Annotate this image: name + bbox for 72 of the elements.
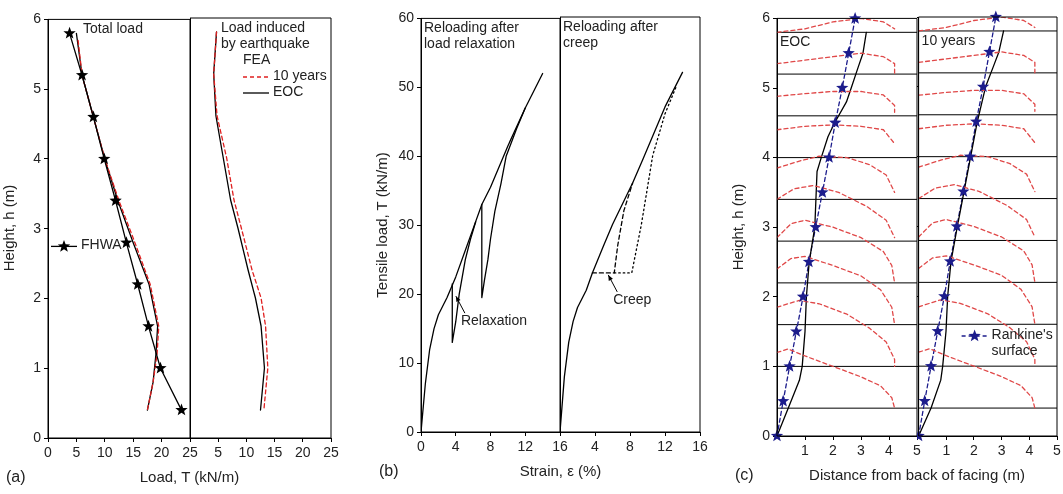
- y-tick-label: 10: [398, 353, 415, 370]
- x-tick-label: 0: [44, 444, 53, 461]
- legend-label: 10 years: [273, 66, 327, 83]
- y-axis-title: Tensile load, T (kN/m): [373, 150, 391, 300]
- y-tick-label: 50: [398, 78, 415, 95]
- y-tick-label: 40: [398, 147, 415, 164]
- x-tick-label: 4: [885, 442, 894, 459]
- x-tick-label: 5: [214, 444, 223, 461]
- annotation: Reloading after creep: [563, 17, 659, 50]
- x-tick-label: 5: [1053, 442, 1062, 459]
- y-tick-label: 2: [762, 287, 771, 304]
- y-tick-label: 1: [33, 359, 42, 376]
- x-tick-label: 1: [801, 442, 810, 459]
- annotation: Total load: [83, 20, 143, 37]
- annotation: Relaxation: [460, 311, 528, 328]
- y-tick-label: 60: [398, 9, 415, 26]
- x-tick-label: 20: [153, 444, 170, 461]
- y-axis-title: Height, h (m): [0, 183, 18, 274]
- x-axis-title: Strain, ε (%): [518, 462, 603, 480]
- x-tick-label: 16: [552, 438, 568, 455]
- x-tick-label: 3: [857, 442, 866, 459]
- x-tick-label: 12: [657, 438, 673, 455]
- y-tick-label: 6: [33, 10, 42, 27]
- y-tick-label: 0: [406, 422, 415, 439]
- annotation: Creep: [613, 290, 652, 307]
- x-tick-label: 15: [266, 444, 283, 461]
- legend-title: FEA: [243, 50, 271, 67]
- annotation: 10 years: [921, 31, 976, 48]
- legend-label: EOC: [273, 82, 304, 99]
- text: (a): [6, 468, 26, 486]
- y-tick-label: 4: [762, 148, 771, 165]
- x-tick-label: 3: [997, 442, 1006, 459]
- y-tick-label: 6: [762, 9, 771, 26]
- x-tick-label: 10: [97, 444, 113, 461]
- legend-label: FHWA: [81, 236, 123, 253]
- y-tick-label: 20: [398, 284, 415, 301]
- x-axis-title: Distance from back of facing (m): [808, 466, 1026, 484]
- x-tick-label: 25: [323, 444, 339, 461]
- text: (c): [735, 466, 754, 484]
- x-tick-label: 12: [517, 438, 534, 455]
- x-tick-label: 8: [626, 438, 635, 455]
- y-tick-label: 2: [33, 289, 42, 306]
- x-tick-label: 4: [451, 438, 460, 455]
- y-tick-label: 30: [398, 216, 415, 233]
- x-tick-label: 10: [238, 444, 255, 461]
- x-tick-label: 4: [591, 438, 600, 455]
- x-tick-label: 2: [970, 442, 979, 459]
- x-tick-label: 5: [913, 442, 922, 459]
- x-tick-label: 4: [1025, 442, 1034, 459]
- annotation: Load induced by earthquake: [221, 18, 310, 51]
- y-tick-label: 3: [762, 218, 771, 235]
- x-axis-title: Load, T (kN/m): [138, 468, 241, 486]
- y-tick-label: 3: [33, 219, 42, 236]
- x-tick-label: 0: [417, 438, 426, 455]
- x-tick-label: 15: [125, 444, 142, 461]
- y-tick-label: 5: [762, 78, 771, 95]
- x-tick-label: 20: [295, 444, 311, 461]
- y-tick-label: 0: [762, 426, 771, 443]
- x-tick-label: 16: [692, 438, 708, 455]
- x-tick-label: 25: [182, 444, 198, 461]
- text: (b): [379, 462, 399, 480]
- x-tick-label: 8: [486, 438, 495, 455]
- y-axis-title: Height, h (m): [729, 182, 747, 272]
- legend-label: Rankine's surface: [991, 325, 1053, 358]
- y-tick-label: 4: [33, 149, 42, 166]
- annotation: EOC: [780, 33, 811, 50]
- x-tick-label: 2: [829, 442, 838, 459]
- annotation: Reloading after load relaxation: [424, 19, 520, 52]
- y-tick-label: 1: [762, 357, 771, 374]
- x-tick-label: 5: [72, 444, 81, 461]
- x-tick-label: 1: [942, 442, 951, 459]
- y-tick-label: 5: [33, 80, 42, 97]
